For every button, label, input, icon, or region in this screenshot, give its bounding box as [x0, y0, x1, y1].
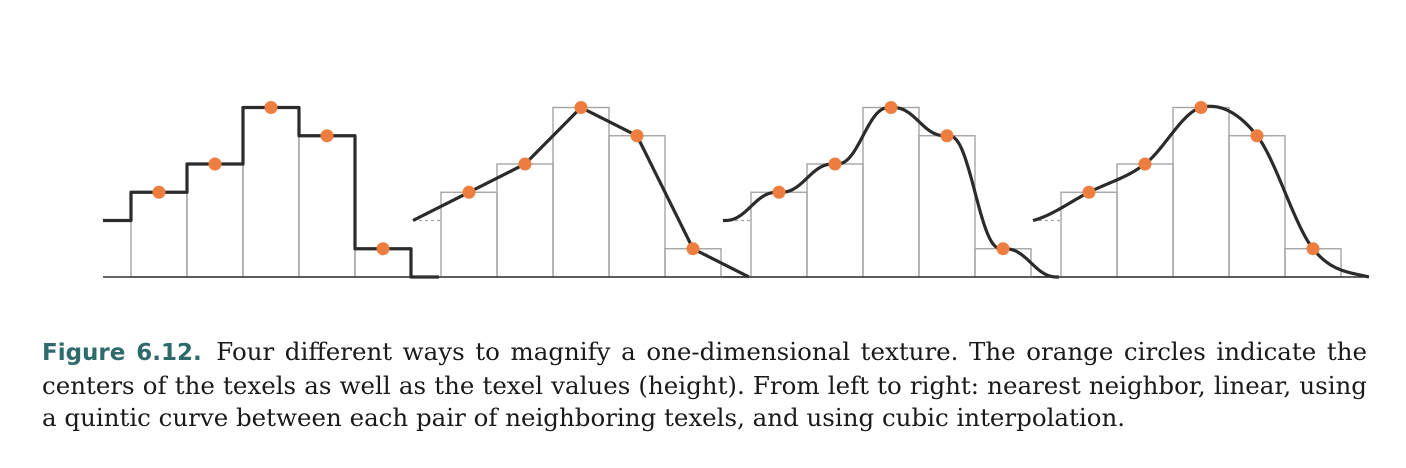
texel-center-circle: [208, 157, 222, 171]
texel-center-circle: [940, 129, 954, 143]
caption-text: Four different ways to magnify a one-dim…: [42, 337, 1367, 432]
panel-nearest-neighbor: [103, 101, 439, 279]
texel-center-circle: [1306, 242, 1320, 256]
texel-bin: [242, 106, 300, 278]
panel-cubic: [1032, 101, 1370, 279]
texel-center-circle: [772, 185, 786, 199]
texel-bin: [608, 135, 666, 278]
texel-bin: [806, 163, 864, 278]
texel-bin: [862, 106, 920, 278]
texel-center-circle: [996, 242, 1010, 256]
texture-magnification-figure: [103, 101, 1370, 279]
texel-bin: [1228, 135, 1286, 278]
texel-bin: [1116, 163, 1174, 278]
texel-bin: [1172, 106, 1230, 278]
caption-label: Figure 6.12.: [42, 340, 202, 366]
texel-center-circle: [630, 129, 644, 143]
texel-bin: [496, 163, 554, 278]
texel-center-circle: [1138, 157, 1152, 171]
texel-bin: [186, 163, 244, 278]
texel-bin: [440, 191, 498, 278]
texel-center-circle: [462, 185, 476, 199]
panel-linear: [412, 101, 750, 279]
texel-bin: [750, 191, 808, 278]
texel-center-circle: [686, 242, 700, 256]
texel-center-circle: [828, 157, 842, 171]
texel-bin: [918, 135, 976, 278]
texel-center-circle: [264, 101, 278, 114]
texel-center-circle: [518, 157, 532, 171]
texel-center-circle: [574, 101, 588, 114]
panel-quintic: [722, 101, 1060, 279]
texel-bin: [130, 191, 188, 278]
texel-bin: [298, 135, 356, 278]
texel-center-circle: [152, 185, 166, 199]
texel-center-circle: [376, 242, 390, 256]
texel-center-circle: [1082, 185, 1096, 199]
texel-center-circle: [1194, 101, 1208, 114]
figure-caption: Figure 6.12. Four different ways to magn…: [42, 336, 1367, 435]
texel-center-circle: [1250, 129, 1264, 143]
texel-center-circle: [320, 129, 334, 143]
texel-bin: [552, 106, 610, 278]
texel-center-circle: [884, 101, 898, 114]
